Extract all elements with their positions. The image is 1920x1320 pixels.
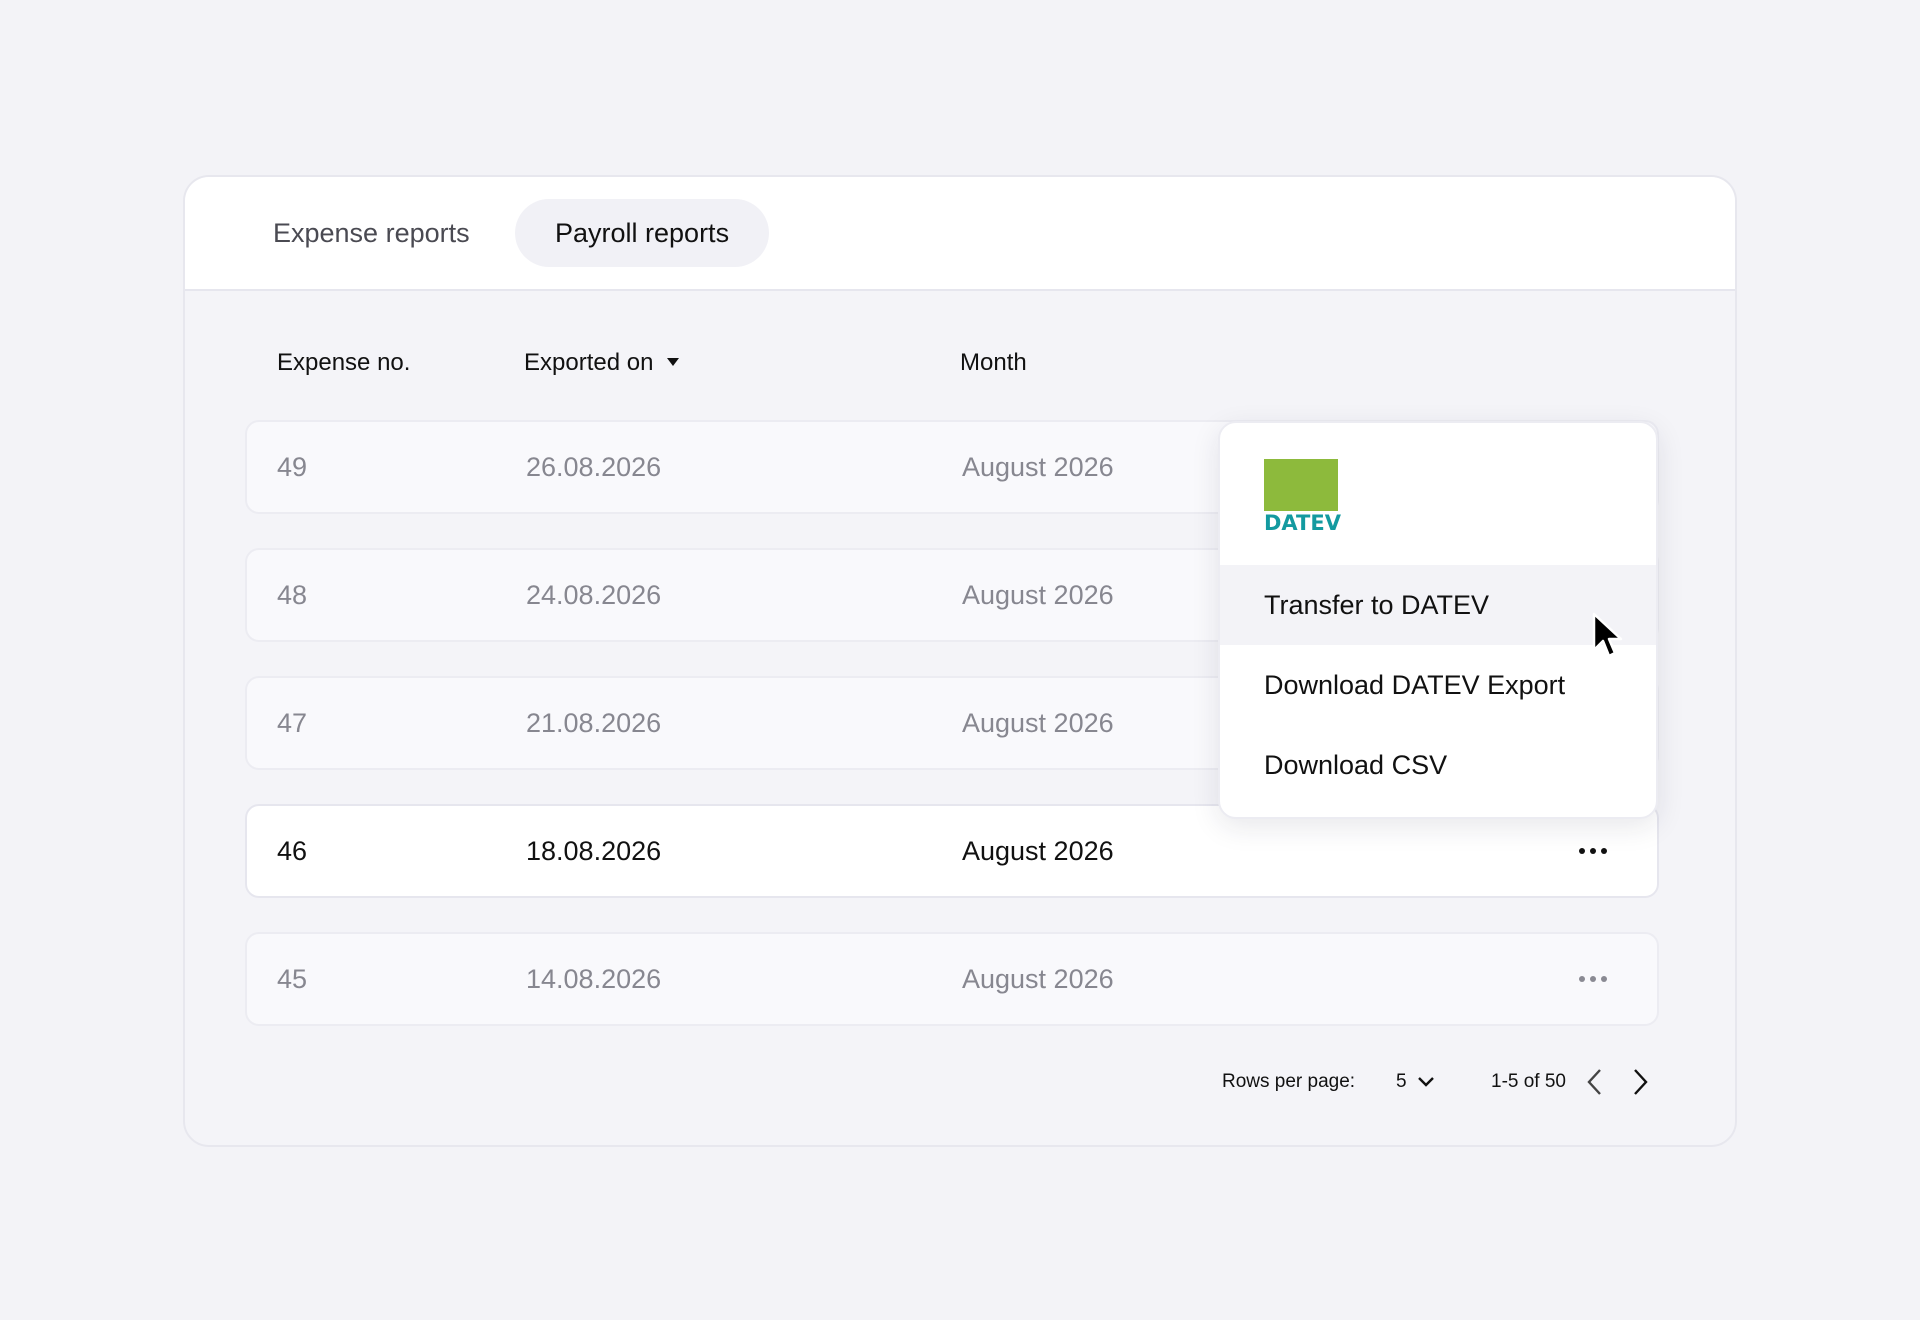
cell-exported-on: 21.08.2026 (526, 708, 662, 738)
cell-expense-no: 49 (277, 452, 308, 482)
cell-expense-no: 46 (277, 836, 308, 866)
pagination: Rows per page: 5 1-5 of 50 (183, 1062, 1737, 1102)
column-header-exported-on[interactable]: Exported on (524, 343, 680, 383)
table-row[interactable]: 45 14.08.2026 August 2026 (245, 932, 1659, 1026)
chevron-right-icon (1634, 1069, 1648, 1095)
table-row-active[interactable]: 46 18.08.2026 August 2026 (245, 804, 1659, 898)
sort-descending-icon (667, 357, 680, 366)
cell-month: August 2026 (962, 836, 1114, 866)
tab-expense-reports[interactable]: Expense reports (273, 218, 470, 248)
rows-per-page-value: 5 (1396, 1071, 1407, 1092)
datev-logo: DATEV (1264, 459, 1341, 535)
export-dropdown-menu: DATEV Transfer to DATEV Download DATEV E… (1218, 421, 1658, 819)
more-actions-icon[interactable] (1573, 964, 1613, 994)
menu-item-transfer-to-datev[interactable]: Transfer to DATEV (1220, 565, 1656, 645)
cell-exported-on: 14.08.2026 (526, 964, 662, 994)
cell-exported-on: 18.08.2026 (526, 836, 662, 866)
cell-expense-no: 48 (277, 580, 308, 610)
table-header: Expense no. Exported on Month (183, 343, 1737, 383)
cell-exported-on: 26.08.2026 (526, 452, 662, 482)
cell-expense-no: 45 (277, 964, 308, 994)
cell-month: August 2026 (962, 452, 1114, 482)
cell-month: August 2026 (962, 708, 1114, 738)
cell-exported-on: 24.08.2026 (526, 580, 662, 610)
tab-payroll-reports[interactable]: Payroll reports (515, 199, 770, 267)
menu-item-download-csv[interactable]: Download CSV (1264, 750, 1448, 780)
chevron-left-icon (1587, 1069, 1601, 1095)
cell-month: August 2026 (962, 580, 1114, 610)
menu-item-download-datev-export[interactable]: Download DATEV Export (1264, 670, 1566, 700)
datev-logo-square (1264, 459, 1338, 511)
rows-per-page-select[interactable]: 5 (1396, 1062, 1435, 1102)
rows-per-page-label: Rows per page: (1222, 1071, 1356, 1092)
tab-bar: Expense reports Payroll reports (185, 177, 1735, 291)
page-range: 1-5 of 50 (1491, 1071, 1566, 1092)
datev-logo-text: DATEV (1264, 511, 1341, 535)
mouse-cursor-icon (1592, 612, 1624, 665)
chevron-down-icon (1417, 1077, 1434, 1087)
cell-expense-no: 47 (277, 708, 308, 738)
column-header-expense-no[interactable]: Expense no. (277, 349, 411, 376)
column-header-month[interactable]: Month (960, 349, 1027, 376)
cell-month: August 2026 (962, 964, 1114, 994)
next-page-button[interactable] (1630, 1068, 1650, 1101)
previous-page-button[interactable] (1585, 1068, 1605, 1101)
more-actions-icon[interactable] (1573, 836, 1613, 866)
